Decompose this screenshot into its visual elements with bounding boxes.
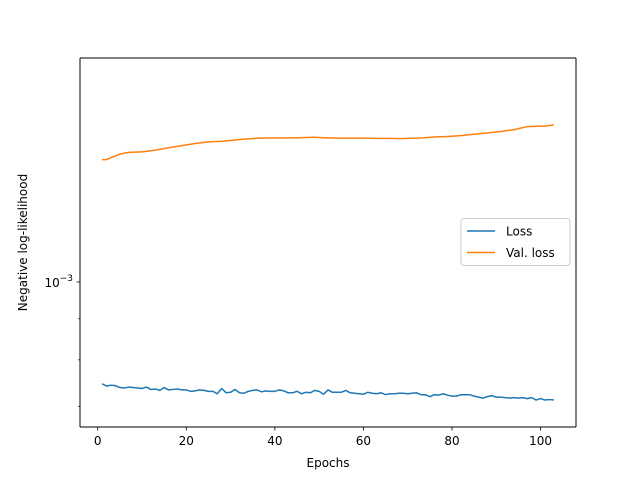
y-minor-ticks — [78, 318, 80, 407]
x-tick-label: 20 — [179, 434, 194, 448]
legend-label-val-loss: Val. loss — [506, 246, 555, 260]
x-axis-label: Epochs — [307, 456, 350, 470]
axes-frame — [79, 57, 577, 428]
y-axis-label: Negative log-likelihood — [16, 174, 30, 311]
series-line-val-loss — [102, 124, 554, 161]
legend-label-loss: Loss — [506, 225, 532, 239]
x-ticks: 0 20 40 60 80 100 — [94, 427, 552, 448]
y-tick-label: 10−3 — [44, 274, 73, 290]
legend: Loss Val. loss — [460, 218, 571, 266]
series-line-loss — [101, 383, 554, 401]
x-tick-label: 60 — [356, 434, 371, 448]
x-tick-label: 100 — [529, 434, 552, 448]
y-ticks: 10−3 — [44, 274, 80, 290]
x-tick-label: 40 — [267, 434, 282, 448]
series-layer — [101, 124, 554, 401]
x-tick-label: 0 — [94, 434, 102, 448]
x-tick-label: 80 — [444, 434, 459, 448]
